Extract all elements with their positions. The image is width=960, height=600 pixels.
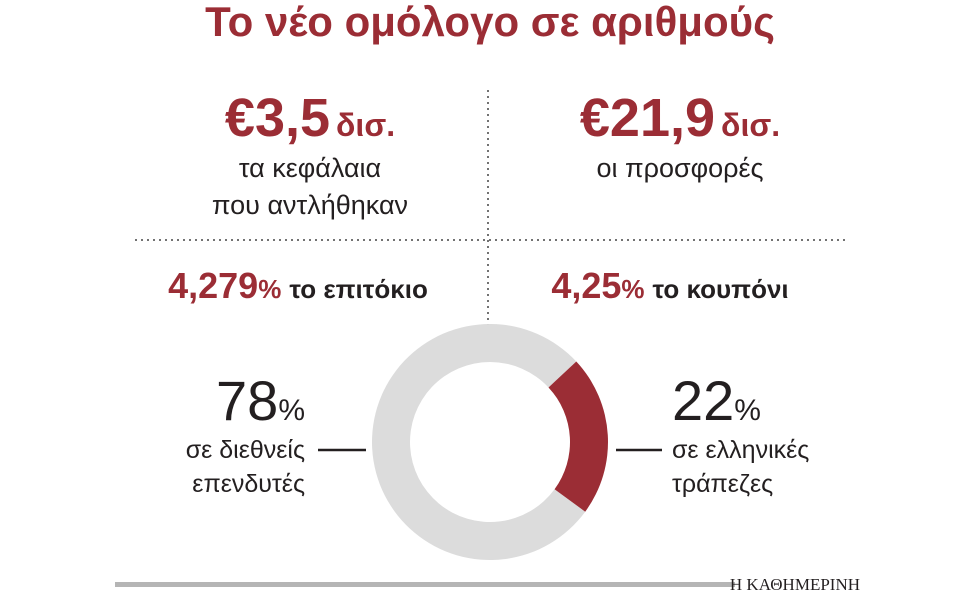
share-label: τράπεζες <box>672 470 773 498</box>
footer-bar <box>115 582 735 587</box>
stat-label: οι προσφορές <box>596 153 763 183</box>
stat-amount: €21,9 δισ. <box>580 88 780 148</box>
share-value: 78% <box>216 369 305 432</box>
share-label: σε ελληνικές <box>672 436 809 464</box>
title: Το νέο ομόλογο σε αριθμούς <box>205 0 775 45</box>
stat-label: που αντλήθηκαν <box>212 190 408 220</box>
donut-slice <box>548 361 608 512</box>
rate: 4,279% το επιτόκιο <box>168 265 428 306</box>
stat-amount: €3,5 δισ. <box>225 88 395 148</box>
donut <box>372 324 608 561</box>
donut-slice <box>372 324 586 561</box>
stat-label: τα κεφάλαια <box>239 153 381 183</box>
share-value: 22% <box>672 369 761 432</box>
share-label: σε διεθνείς <box>186 436 305 464</box>
rate: 4,25% το κουπόνι <box>551 265 788 306</box>
footer-brand: Η ΚΑΘΗΜΕΡΙΝΗ <box>730 575 860 594</box>
share-label: επενδυτές <box>192 470 305 498</box>
